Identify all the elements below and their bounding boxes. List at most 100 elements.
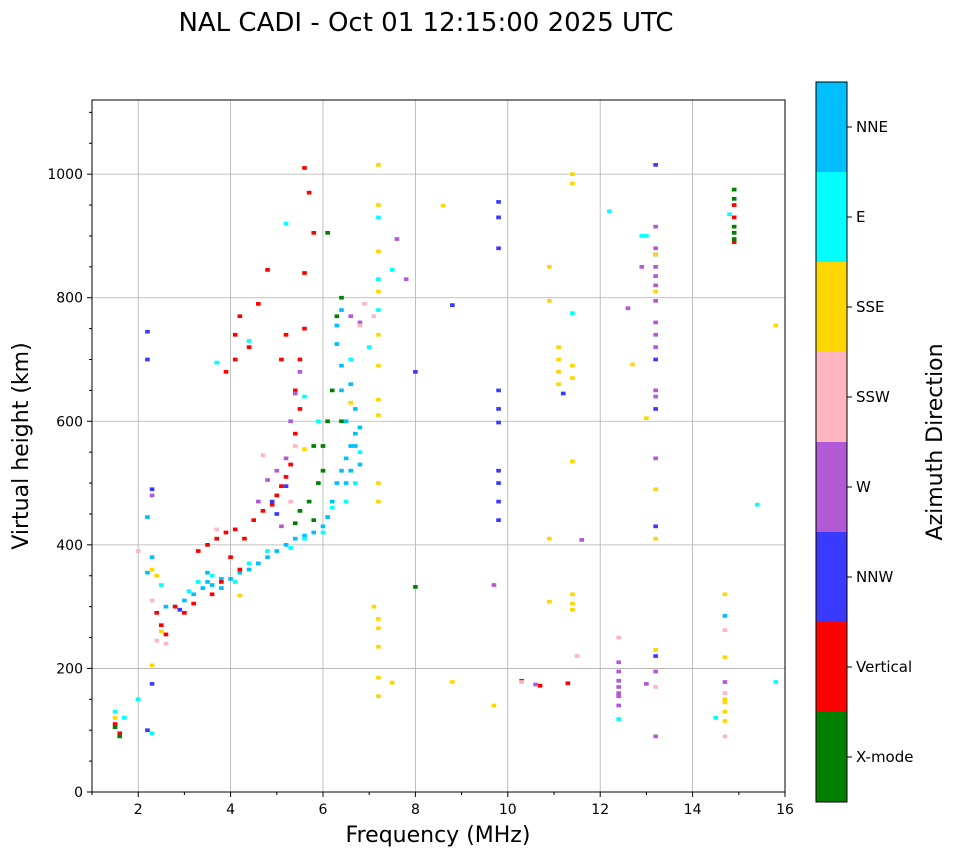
echo-point-sse — [722, 700, 728, 705]
echo-point-ssw — [653, 685, 658, 689]
echo-point-nne — [339, 308, 344, 312]
echo-point-sse — [653, 536, 658, 541]
echo-point-vertical — [219, 580, 224, 584]
echo-point-sse — [722, 697, 728, 702]
echo-point-w — [288, 419, 293, 424]
echo-point-sse — [237, 593, 243, 598]
echo-point-nnw — [496, 499, 501, 504]
echo-point-vertical — [228, 555, 233, 560]
echo-point-ssw — [722, 734, 728, 739]
echo-point-w — [348, 314, 354, 319]
echo-point-nnw — [413, 370, 418, 374]
echo-point-sse — [149, 567, 155, 572]
echo-point-nnw — [496, 420, 501, 425]
echo-point-sse — [158, 629, 164, 634]
echo-point-x-mode — [320, 444, 326, 448]
echo-point-e — [616, 717, 621, 721]
echo-point-nne — [205, 570, 210, 575]
echo-point-ssw — [574, 654, 580, 658]
y-tick-label: 1000 — [47, 167, 83, 183]
echo-point-vertical — [731, 215, 737, 220]
echo-point-x-mode — [334, 314, 340, 319]
y-tick-label: 600 — [56, 414, 83, 430]
echo-point-vertical — [565, 681, 571, 686]
echo-point-sse — [376, 203, 381, 207]
echo-point-nne — [219, 586, 224, 590]
echo-point-nnw — [653, 163, 658, 167]
echo-point-vertical — [288, 462, 293, 467]
echo-point-w — [625, 306, 631, 311]
echo-point-vertical — [237, 567, 243, 572]
echo-point-nnw — [496, 481, 501, 485]
echo-point-x-mode — [316, 481, 321, 485]
echo-point-nne — [334, 323, 340, 328]
echo-point-e — [265, 549, 270, 553]
echo-point-sse — [389, 680, 395, 685]
echo-point-ssw — [616, 635, 621, 640]
colorbar-label: SSW — [856, 388, 890, 406]
echo-point-nne — [353, 444, 358, 448]
echo-point-e — [246, 339, 252, 343]
echo-point-w — [297, 370, 303, 374]
echo-point-w — [616, 694, 621, 699]
x-tick-label: 4 — [226, 802, 235, 818]
plot-area-background — [92, 100, 785, 792]
echo-point-sse — [644, 416, 649, 421]
echo-point-vertical — [297, 357, 303, 362]
echo-point-nnw — [496, 518, 501, 522]
echo-point-sse — [570, 607, 575, 612]
echo-point-ssw — [519, 680, 524, 684]
echo-point-e — [773, 680, 779, 684]
echo-point-nne — [339, 388, 344, 393]
echo-point-sse — [570, 172, 575, 176]
echo-point-ssw — [149, 598, 155, 603]
echo-point-sse — [376, 626, 381, 631]
echo-point-sse — [547, 264, 552, 269]
echo-point-e — [389, 268, 395, 272]
x-tick-label: 6 — [319, 802, 328, 818]
echo-point-w — [653, 274, 658, 278]
echo-point-nnw — [145, 728, 150, 733]
y-tick-label: 200 — [56, 661, 83, 677]
echo-point-vertical — [223, 530, 229, 535]
echo-point-vertical — [158, 623, 164, 628]
echo-point-x-mode — [731, 230, 737, 235]
echo-point-nnw — [274, 512, 280, 516]
echo-point-vertical — [191, 601, 196, 606]
echo-point-vertical — [302, 166, 307, 170]
echo-point-vertical — [112, 722, 118, 726]
echo-point-nnw — [560, 391, 566, 396]
echo-point-w — [653, 332, 658, 337]
echo-point-x-mode — [306, 499, 312, 504]
echo-point-w — [653, 456, 658, 461]
y-tick-label: 400 — [56, 538, 83, 554]
echo-point-vertical — [232, 357, 238, 362]
echo-point-w — [616, 660, 621, 665]
colorbar-segment — [816, 262, 847, 352]
colorbar-segment — [816, 622, 847, 712]
colorbar-title: Azimuth Direction — [923, 343, 948, 540]
echo-point-w — [265, 478, 270, 482]
colorbar-segment — [816, 712, 847, 802]
echo-point-w — [491, 583, 497, 587]
echo-point-nne — [256, 561, 261, 566]
echo-point-w — [394, 237, 400, 241]
echo-point-sse — [630, 362, 635, 367]
echo-point-vertical — [214, 536, 220, 541]
echo-point-w — [644, 682, 649, 686]
echo-point-ssw — [292, 444, 298, 448]
echo-point-vertical — [269, 502, 275, 507]
echo-point-w — [357, 320, 363, 325]
echo-point-nne — [343, 419, 349, 424]
echo-point-nne — [311, 530, 317, 535]
x-tick-label: 12 — [591, 802, 609, 818]
echo-point-nne — [145, 570, 150, 575]
echo-point-sse — [348, 400, 354, 405]
echo-point-e — [376, 215, 381, 220]
echo-point-e — [214, 360, 220, 365]
echo-point-vertical — [246, 345, 252, 349]
echo-point-e — [376, 277, 381, 282]
echo-point-sse — [556, 370, 561, 374]
echo-point-sse — [653, 289, 658, 294]
echo-point-vertical — [292, 431, 298, 436]
